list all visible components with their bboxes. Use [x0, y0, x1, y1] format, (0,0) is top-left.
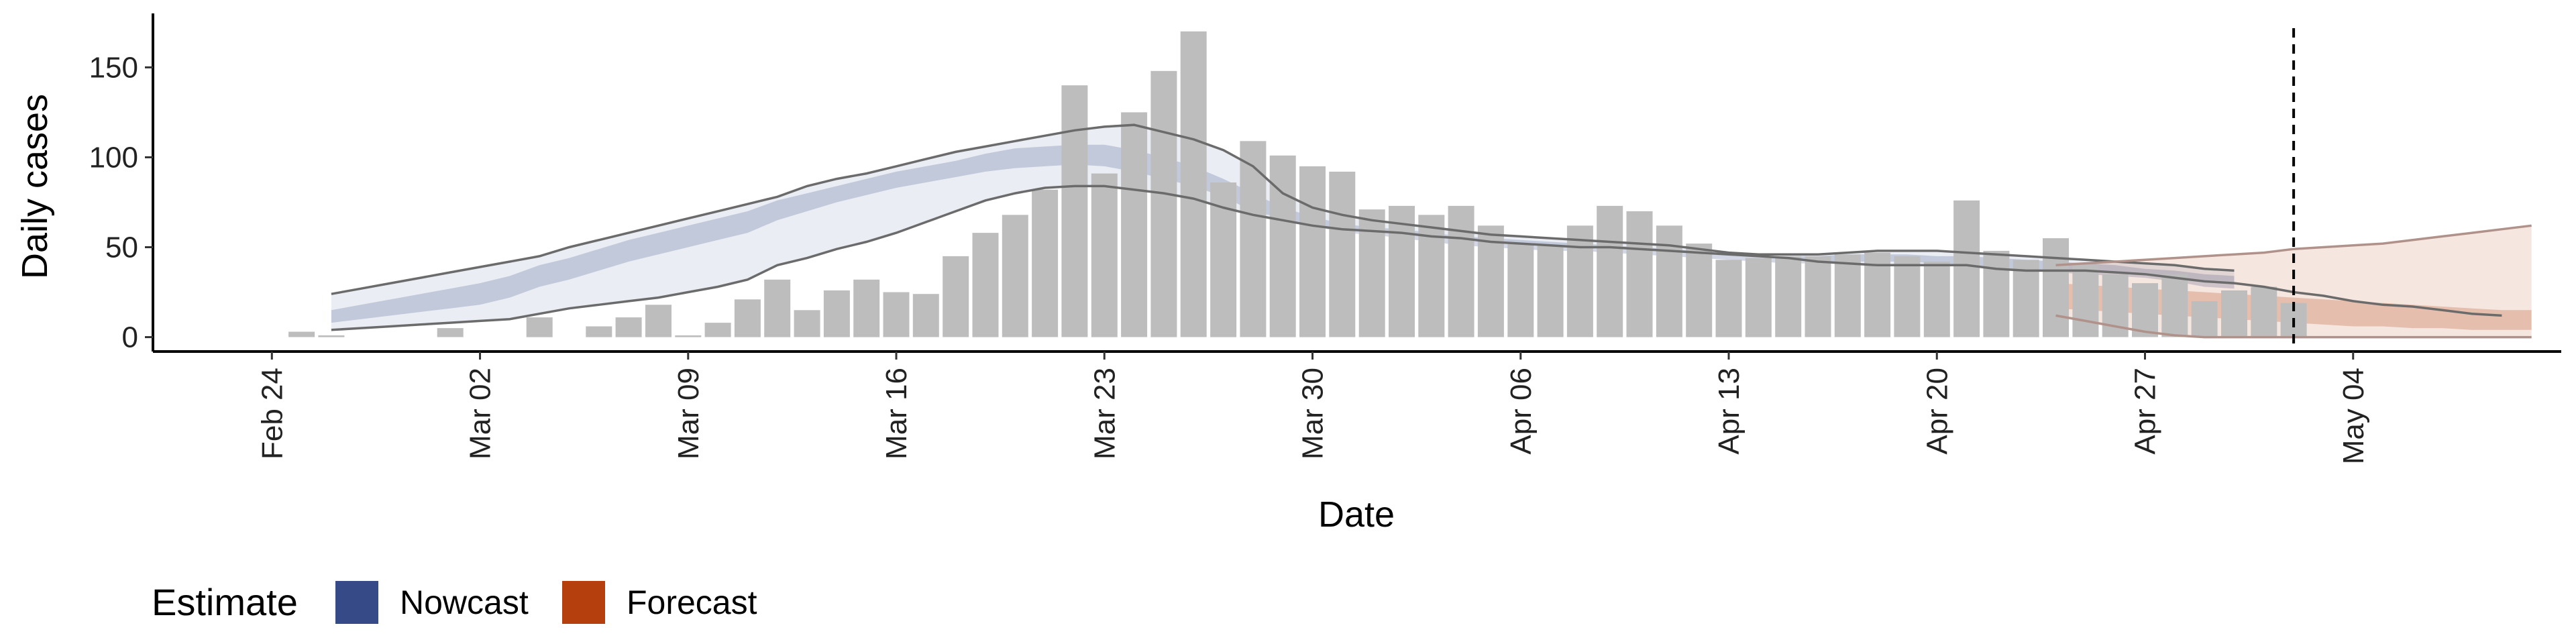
- bar: [1805, 256, 1831, 337]
- legend-swatch-forecast: [562, 581, 605, 624]
- bar: [2132, 283, 2158, 337]
- bar: [1566, 225, 1593, 337]
- bar: [586, 326, 612, 337]
- bar: [675, 335, 702, 337]
- bar: [615, 317, 642, 337]
- bar: [2072, 265, 2099, 337]
- tick-labels: 0 50 100 150 Feb 24 Mar 02 Mar 09 Mar 16 Mar 23 M…: [89, 51, 2370, 464]
- bar: [704, 323, 731, 337]
- bar: [883, 292, 910, 337]
- bar: [1864, 252, 1891, 337]
- bar: [1715, 260, 1742, 337]
- x-tick-label: Mar 30: [1297, 368, 1330, 460]
- bar: [1240, 141, 1267, 337]
- bar: [2043, 238, 2069, 337]
- bar: [2161, 274, 2188, 337]
- y-tick-label: 0: [122, 321, 138, 354]
- bar: [1032, 189, 1059, 337]
- bar: [1389, 205, 1415, 337]
- x-tick-label: May 04: [2337, 368, 2370, 464]
- bar: [1745, 258, 1772, 337]
- bar: [1477, 225, 1504, 337]
- bar: [526, 317, 553, 337]
- legend-title: Estimate: [152, 581, 298, 623]
- x-axis-title: Date: [1318, 494, 1395, 535]
- nowcast-inner-band: [331, 144, 2235, 323]
- bar: [2012, 260, 2039, 337]
- x-tick-label: Mar 23: [1088, 368, 1121, 460]
- bar: [1953, 200, 1980, 337]
- bar: [1329, 171, 1356, 337]
- bar: [823, 290, 850, 337]
- bar: [794, 310, 820, 337]
- y-tick-label: 100: [89, 141, 138, 174]
- x-tick-label: Apr 20: [1921, 368, 1953, 455]
- bar: [437, 328, 464, 337]
- bar: [1091, 173, 1118, 337]
- nowcast-outer-band: [331, 125, 2235, 330]
- bar: [912, 294, 939, 337]
- x-tick-label: Mar 16: [880, 368, 913, 460]
- case-bars: [288, 31, 2307, 337]
- bar: [2191, 301, 2218, 337]
- bar: [1299, 166, 1326, 337]
- bar: [1834, 254, 1861, 337]
- bar: [1537, 245, 1564, 337]
- bar: [1150, 70, 1177, 337]
- bar: [1507, 244, 1534, 337]
- bar: [1686, 244, 1713, 337]
- legend-label-forecast: Forecast: [627, 584, 757, 621]
- bar: [2221, 290, 2247, 337]
- bar: [1597, 205, 1623, 337]
- bar: [734, 299, 761, 337]
- bar: [1775, 256, 1802, 337]
- legend-swatch-nowcast: [335, 581, 378, 624]
- nowcast-lower-line: [331, 184, 2502, 331]
- bar: [1448, 205, 1474, 337]
- y-axis-title: Daily cases: [15, 94, 55, 279]
- bar: [1983, 250, 2010, 337]
- legend: Estimate Nowcast Forecast: [152, 581, 757, 624]
- forecast-upper-line: [2055, 224, 2532, 267]
- x-tick-label: Apr 06: [1505, 368, 1538, 455]
- bar: [764, 279, 791, 337]
- axes: [145, 13, 2561, 360]
- bar: [1358, 209, 1385, 337]
- bar: [1121, 112, 1148, 337]
- bar: [943, 256, 969, 337]
- bar: [645, 305, 672, 337]
- bar: [1656, 225, 1682, 337]
- x-tick-label: Mar 02: [464, 368, 497, 460]
- y-tick-label: 150: [89, 51, 138, 84]
- x-tick-label: Mar 09: [672, 368, 705, 460]
- bar: [1626, 211, 1653, 337]
- x-tick-label: Apr 13: [1713, 368, 1746, 455]
- bar: [853, 279, 880, 337]
- legend-label-nowcast: Nowcast: [400, 584, 529, 621]
- bar: [972, 233, 999, 337]
- y-tick-label: 50: [105, 231, 138, 264]
- nowcast-upper-line: [331, 123, 2235, 295]
- bar: [1418, 215, 1445, 337]
- bar: [1002, 215, 1028, 337]
- bar: [318, 335, 345, 337]
- bar: [1269, 155, 1296, 337]
- bar: [1180, 31, 1207, 337]
- bar: [1923, 262, 1950, 337]
- bar: [1894, 256, 1921, 337]
- bar: [288, 331, 315, 337]
- x-tick-label: Apr 27: [2129, 368, 2162, 455]
- band-outlines: [331, 123, 2532, 339]
- x-tick-label: Feb 24: [256, 368, 288, 460]
- bar: [2251, 286, 2277, 337]
- bar: [1061, 85, 1088, 337]
